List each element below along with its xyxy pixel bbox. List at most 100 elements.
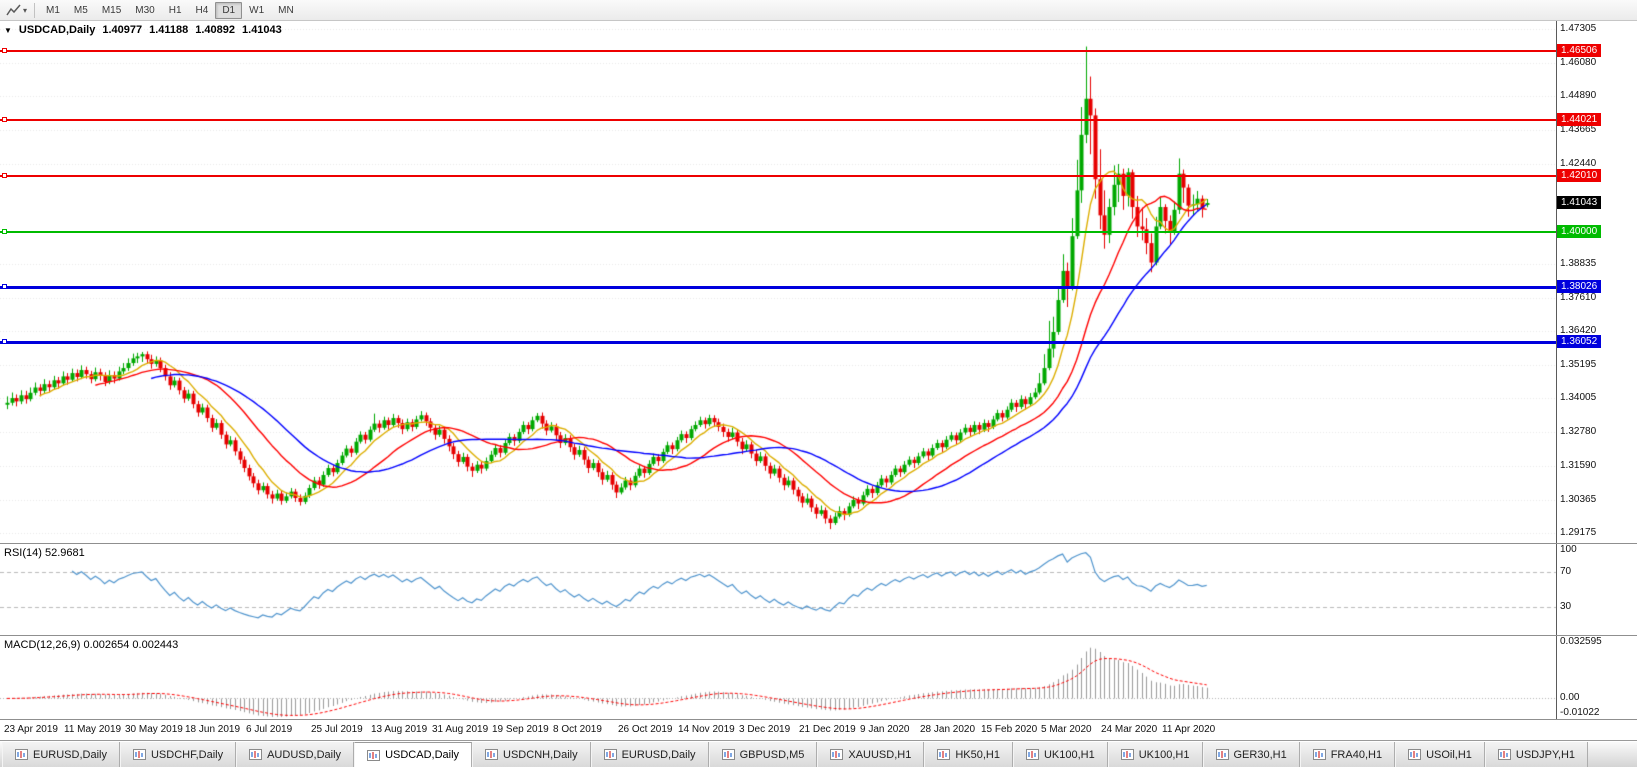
chart-ohlc-title: ▼ USDCAD,Daily 1.40977 1.41188 1.40892 1…: [4, 24, 282, 36]
date-label: 25 Jul 2019: [311, 724, 363, 735]
date-label: 18 Jun 2019: [185, 724, 241, 735]
price-tag-1.38026: 1.38026: [1557, 280, 1602, 293]
price-tag-1.42010: 1.42010: [1557, 169, 1602, 182]
line-anchor-marker[interactable]: [2, 229, 7, 234]
date-label: 13 Aug 2019: [371, 724, 428, 735]
chart-symbol-label: USDCAD,Daily: [18, 24, 96, 36]
tab-eurusd-daily[interactable]: EURUSD,Daily: [2, 742, 120, 767]
date-label: 26 Oct 2019: [618, 724, 673, 735]
rsi-panel: RSI(14) 52.9681 100 70 30: [0, 544, 1637, 636]
tab-xauusd-h1[interactable]: XAUUSD,H1: [817, 742, 925, 767]
rsi-axis-label: 100: [1560, 544, 1577, 555]
tab-chart-icon: [937, 749, 951, 760]
horizontal-line-1.44021[interactable]: [0, 119, 1556, 121]
line-anchor-marker[interactable]: [2, 117, 7, 122]
tab-chart-icon: [485, 749, 499, 760]
tab-usdcad-daily[interactable]: USDCAD,Daily: [354, 742, 473, 767]
tab-label: HK50,H1: [955, 748, 1000, 761]
price-axis-label: 1.46080: [1560, 57, 1597, 68]
macd-canvas[interactable]: [0, 636, 1556, 719]
line-anchor-marker[interactable]: [2, 284, 7, 289]
tab-label: UK100,H1: [1138, 748, 1190, 761]
horizontal-line-1.42010[interactable]: [0, 175, 1556, 177]
tab-eurusd-daily[interactable]: EURUSD,Daily: [590, 742, 709, 767]
tab-ger30-h1[interactable]: GER30,H1: [1202, 742, 1300, 767]
tab-label: USDJPY,H1: [1515, 748, 1576, 761]
line-anchor-marker[interactable]: [2, 339, 7, 344]
price-axis-label: 1.38835: [1560, 258, 1597, 269]
timeframe-m15[interactable]: M15: [101, 4, 122, 16]
date-label: 28 Jan 2020: [920, 724, 976, 735]
horizontal-line-1.46506[interactable]: [0, 50, 1556, 52]
horizontal-line-1.38026[interactable]: [0, 286, 1556, 289]
ohlc-close: 1.41043: [242, 24, 282, 36]
tab-usoil-h1[interactable]: USOil,H1: [1395, 742, 1485, 767]
main-chart-canvas[interactable]: [0, 21, 1556, 543]
price-axis-border-rsi: [1556, 544, 1557, 635]
tab-label: XAUUSD,H1: [848, 748, 912, 761]
line-anchor-marker[interactable]: [2, 173, 7, 178]
price-axis-label: 1.37610: [1560, 292, 1597, 303]
tab-chart-icon: [15, 749, 28, 760]
date-label: 31 Aug 2019: [432, 724, 489, 735]
tab-chart-icon: [132, 749, 146, 760]
time-axis[interactable]: 23 Apr 2019 11 May 2019 30 May 2019 18 Jun …: [0, 720, 1637, 741]
tab-label: USDCNH,Daily: [503, 748, 578, 761]
timeframe-h4[interactable]: H4: [195, 4, 209, 16]
price-axis-label: 1.47305: [1560, 23, 1597, 34]
timeframe-h1[interactable]: H1: [168, 4, 182, 16]
tab-gbpusd-m5[interactable]: GBPUSD,M5: [708, 742, 818, 767]
date-label: 11 May 2019: [64, 724, 122, 735]
tab-usdchf-daily[interactable]: USDCHF,Daily: [119, 742, 237, 767]
date-label: 3 Dec 2019: [739, 724, 791, 735]
macd-axis-label: -0.01022: [1560, 707, 1600, 718]
date-label: 8 Oct 2019: [553, 724, 602, 735]
ohlc-open: 1.40977: [102, 24, 143, 36]
tab-label: USDCAD,Daily: [385, 749, 460, 761]
date-label: 9 Jan 2020: [860, 724, 910, 735]
rsi-label: RSI(14) 52.9681: [4, 547, 85, 559]
chart-tabs-bar: EURUSD,Daily USDCHF,Daily AUDUSD,Daily USDC…: [0, 741, 1637, 767]
tab-hk50-h1[interactable]: HK50,H1: [924, 742, 1013, 767]
tab-chart-icon: [1120, 749, 1134, 760]
tab-label: EURUSD,Daily: [33, 748, 107, 761]
tab-uk100-h1[interactable]: UK100,H1: [1107, 742, 1203, 767]
horizontal-line-1.36052[interactable]: [0, 341, 1556, 344]
rsi-axis-label: 70: [1560, 566, 1572, 577]
timeframe-m5[interactable]: M5: [73, 4, 88, 16]
price-axis-label: 1.29175: [1560, 527, 1597, 538]
horizontal-line-1.40000[interactable]: [0, 231, 1556, 233]
timeframe-mn[interactable]: MN: [278, 4, 294, 16]
tab-chart-icon: [1025, 749, 1039, 760]
date-label: 14 Nov 2019: [678, 724, 735, 735]
price-axis-label: 1.36420: [1560, 325, 1597, 336]
tab-chart-icon: [1215, 749, 1229, 760]
chart-tool-icon[interactable]: ▾: [3, 1, 30, 19]
timeframe-toolbar: ▾ M1 M5 M15 M30 H1 H4 D1 W1 MN: [0, 0, 1637, 21]
tab-audusd-daily[interactable]: AUDUSD,Daily: [236, 742, 355, 767]
price-axis-label: 1.35195: [1560, 359, 1597, 370]
timeframe-d1[interactable]: D1: [215, 1, 243, 19]
tab-uk100-h1[interactable]: UK100,H1: [1012, 742, 1108, 767]
price-tag-1.36052: 1.36052: [1557, 335, 1602, 348]
tab-usdjpy-h1[interactable]: USDJPY,H1: [1484, 742, 1589, 767]
line-anchor-marker[interactable]: [2, 48, 7, 53]
tab-fra40-h1[interactable]: FRA40,H1: [1299, 742, 1396, 767]
price-axis-label: 1.42440: [1560, 158, 1597, 169]
timeframe-m30[interactable]: M30: [135, 4, 155, 16]
tab-label: EURUSD,Daily: [621, 748, 696, 761]
price-axis-label: 1.31590: [1560, 460, 1597, 471]
rsi-canvas[interactable]: [0, 544, 1556, 635]
line-chart-icon: [6, 4, 21, 15]
tab-usdcnh-daily[interactable]: USDCNH,Daily: [472, 742, 591, 767]
timeframe-m1[interactable]: M1: [46, 4, 60, 16]
tab-label: GER30,H1: [1233, 748, 1287, 761]
symbol-dropdown-icon[interactable]: ▼: [4, 25, 12, 35]
tab-chart-icon: [721, 749, 735, 760]
date-label: 6 Jul 2019: [246, 724, 293, 735]
timeframe-w1[interactable]: W1: [249, 4, 265, 16]
date-label: 23 Apr 2019: [4, 724, 58, 735]
price-axis-label: 1.30365: [1560, 494, 1597, 505]
date-label: 15 Feb 2020: [981, 724, 1038, 735]
date-label: 24 Mar 2020: [1101, 724, 1158, 735]
